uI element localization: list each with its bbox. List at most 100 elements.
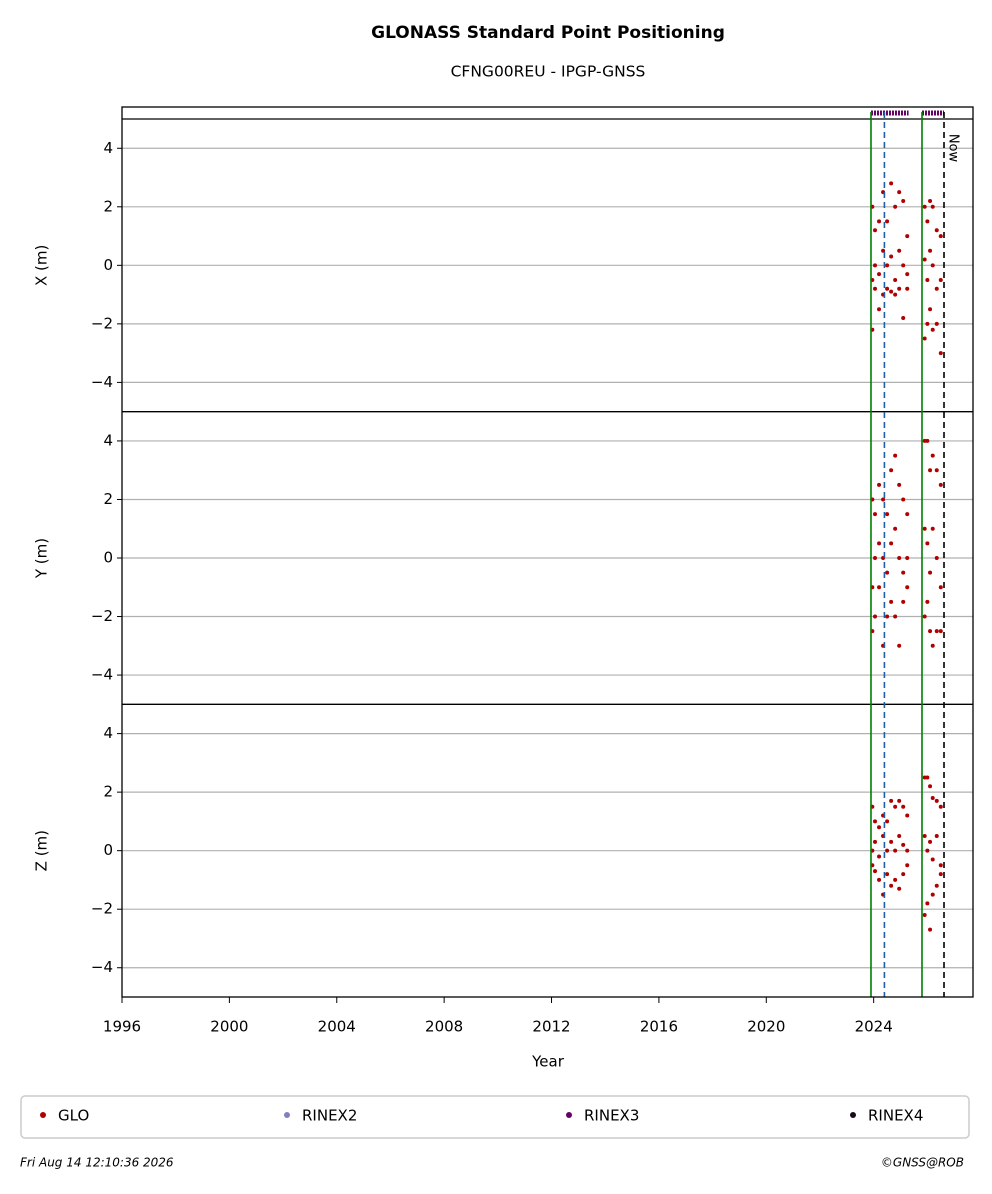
glo-point — [897, 248, 902, 253]
glo-point — [889, 541, 894, 546]
glo-point — [930, 643, 935, 648]
glo-point — [928, 629, 933, 634]
legend-marker — [566, 1112, 572, 1118]
glo-point — [889, 254, 894, 259]
glo-point — [934, 228, 939, 233]
x-tick-label: 2004 — [318, 1018, 356, 1036]
glo-point — [893, 292, 898, 297]
glo-point — [889, 839, 894, 844]
glo-point — [925, 321, 930, 326]
glo-point — [925, 438, 930, 443]
glo-point — [885, 219, 890, 224]
glo-point — [889, 181, 894, 186]
glo-point — [938, 482, 943, 487]
glo-point — [873, 869, 878, 874]
glo-point — [873, 839, 878, 844]
glo-point — [938, 872, 943, 877]
glo-point — [928, 248, 933, 253]
glo-point — [925, 848, 930, 853]
glo-point — [934, 556, 939, 560]
glo-point — [877, 307, 882, 312]
glo-point — [877, 825, 882, 830]
glo-point — [928, 784, 933, 789]
glo-point — [922, 526, 927, 531]
y-axis-label: X (m) — [33, 245, 51, 286]
glo-point — [893, 277, 898, 282]
footer-date: Fri Aug 14 12:10:36 2026 — [20, 1156, 174, 1170]
x-tick-label: 1996 — [103, 1018, 141, 1036]
glo-point — [873, 614, 878, 619]
glo-point — [934, 798, 939, 803]
glo-point — [877, 585, 882, 590]
glo-point — [938, 863, 943, 868]
glo-point — [889, 289, 894, 294]
glo-point — [901, 599, 906, 604]
x-tick-label: 2024 — [855, 1018, 893, 1036]
glo-point — [877, 272, 882, 277]
glo-point — [930, 327, 935, 332]
y-tick-label: 0 — [103, 256, 113, 274]
glo-point — [881, 497, 886, 502]
glo-point — [928, 198, 933, 203]
glo-point — [893, 453, 898, 458]
chart-subtitle: CFNG00REU - IPGP-GNSS — [451, 63, 646, 81]
chart-title: GLONASS Standard Point Positioning — [371, 23, 725, 43]
glo-point — [905, 272, 910, 277]
glo-point — [885, 263, 890, 268]
plot-frame — [121, 106, 974, 998]
legend-box — [20, 1095, 970, 1139]
glo-point — [901, 497, 906, 502]
glo-point — [922, 913, 927, 918]
glo-point — [897, 643, 902, 648]
now-label: Now — [946, 134, 961, 163]
glo-point — [938, 585, 943, 590]
x-tick-label: 2012 — [532, 1018, 570, 1036]
legend-marker — [40, 1112, 46, 1118]
glo-point — [922, 614, 927, 619]
x-tick-label: 2008 — [425, 1018, 463, 1036]
glo-point — [885, 286, 890, 291]
x-tick-label: 2020 — [747, 1018, 785, 1036]
glo-point — [893, 804, 898, 809]
glo-point — [877, 877, 882, 882]
x-axis-label: Year — [531, 1053, 565, 1071]
glo-point — [930, 453, 935, 458]
glo-point — [897, 886, 902, 891]
glo-point — [938, 277, 943, 282]
glo-point — [930, 795, 935, 800]
glo-point — [928, 307, 933, 312]
glo-point — [901, 263, 906, 268]
glo-point — [893, 848, 898, 853]
y-tick-label: 4 — [103, 724, 113, 742]
glo-point — [885, 848, 890, 853]
glo-point — [885, 614, 890, 619]
y-tick-label: −4 — [91, 666, 113, 684]
legend-marker — [850, 1112, 856, 1118]
glo-point — [897, 190, 902, 195]
glo-point — [885, 872, 890, 877]
glo-point — [938, 234, 943, 239]
glo-point — [905, 848, 910, 853]
glo-point — [881, 248, 886, 253]
glo-point — [928, 570, 933, 575]
y-tick-label: −2 — [91, 607, 113, 625]
glo-point — [938, 629, 943, 634]
legend-label: RINEX2 — [302, 1107, 357, 1125]
glo-point — [925, 277, 930, 282]
y-tick-label: 0 — [103, 549, 113, 567]
glo-point — [877, 854, 882, 859]
glo-point — [925, 219, 930, 224]
legend-label: GLO — [58, 1107, 89, 1125]
glo-point — [925, 599, 930, 604]
glo-point — [889, 468, 894, 473]
glo-point — [897, 482, 902, 487]
y-tick-label: 4 — [103, 139, 113, 157]
glo-point — [901, 804, 906, 809]
glo-point — [877, 482, 882, 487]
y-tick-label: 2 — [103, 197, 113, 215]
glo-point — [905, 813, 910, 818]
legend-label: RINEX3 — [584, 1107, 639, 1125]
glo-point — [873, 228, 878, 233]
glo-point — [930, 857, 935, 862]
